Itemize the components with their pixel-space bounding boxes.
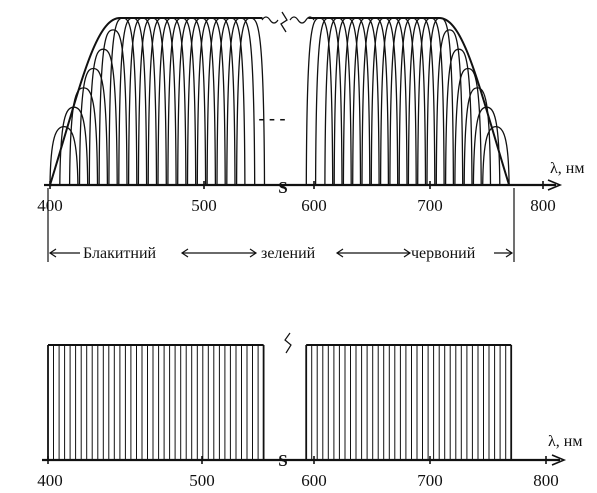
bottom-tick-label-500: 500 xyxy=(189,471,215,490)
top-gap-dash: - - - xyxy=(259,108,286,128)
bottom-tick-label-800: 800 xyxy=(533,471,559,490)
top-right-band-curve-20 xyxy=(482,125,510,186)
top-gap-symbol: S xyxy=(278,178,287,197)
range-label-green: зелений xyxy=(261,245,316,262)
top-tick-label-600: 600 xyxy=(301,196,327,215)
bottom-chart-rectangular-bands: S λ, нм 400 500 600 700 800 xyxy=(37,332,582,490)
top-right-band-curve-19 xyxy=(472,106,501,186)
range-label-blue: Блакитний xyxy=(83,245,157,262)
bottom-x-axis xyxy=(42,454,567,466)
top-tick-label-400: 400 xyxy=(37,196,63,215)
range-label-red: червоний xyxy=(411,245,476,262)
top-break-zigzag-icon xyxy=(280,11,288,33)
range-brackets xyxy=(47,188,515,262)
top-right-band-curve-18 xyxy=(463,87,492,186)
top-axis-arrow-icon xyxy=(547,179,563,191)
top-left-envelope xyxy=(49,17,263,186)
bottom-x-unit-label: λ, нм xyxy=(548,433,582,450)
bottom-tick-label-700: 700 xyxy=(417,471,443,490)
top-x-unit-label: λ, нм xyxy=(550,160,584,177)
top-chart-overlapping-bands: - - - S λ, нм 400 500 600 700 800 Блакит… xyxy=(37,11,584,262)
bottom-tick-label-600: 600 xyxy=(301,471,327,490)
bottom-gap-symbol: S xyxy=(278,451,287,470)
top-right-band-curve-15 xyxy=(435,29,464,186)
top-right-envelope xyxy=(308,17,511,186)
bottom-tick-label-400: 400 xyxy=(37,471,63,490)
top-break-wave-icon xyxy=(261,16,315,24)
top-left-band-curve-5 xyxy=(88,48,118,186)
top-tick-label-500: 500 xyxy=(191,196,217,215)
top-left-band-curve-2 xyxy=(59,106,89,186)
top-right-band-curve-17 xyxy=(454,67,482,186)
top-left-band-curve-6 xyxy=(98,29,128,186)
top-left-band-curve-1 xyxy=(49,125,79,186)
top-band-curves xyxy=(49,17,511,186)
top-tick-label-800: 800 xyxy=(530,196,556,215)
bottom-break-zigzag-icon xyxy=(284,332,292,354)
bottom-band-bars xyxy=(47,344,513,460)
top-left-band-curve-4 xyxy=(78,67,109,186)
bottom-axis-arrow-icon xyxy=(551,454,567,466)
top-x-axis xyxy=(44,179,563,191)
top-tick-label-700: 700 xyxy=(417,196,443,215)
top-right-band-curve-16 xyxy=(444,48,473,186)
